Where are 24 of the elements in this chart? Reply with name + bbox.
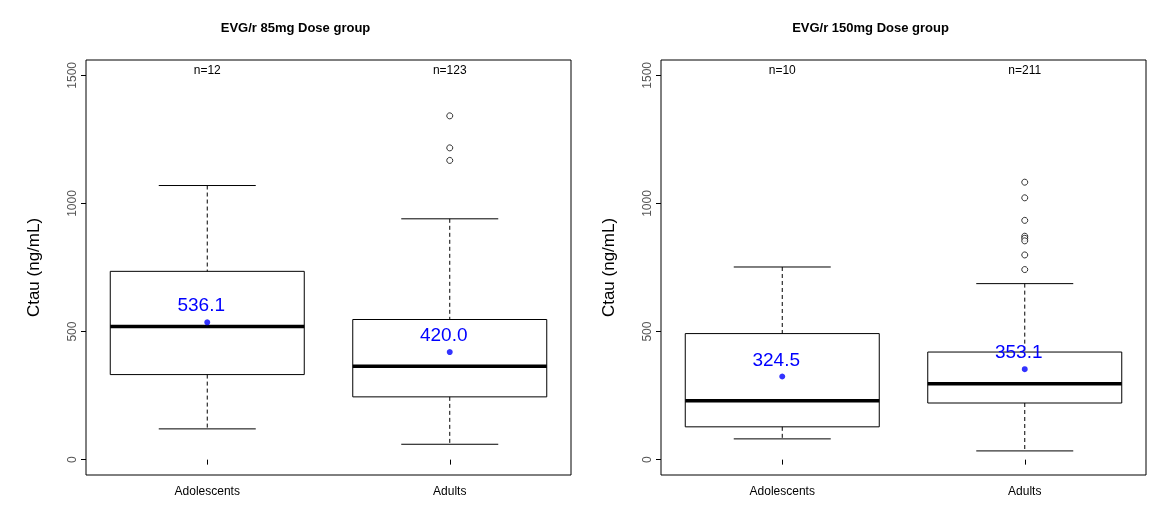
annotation: n=12 [193,63,222,77]
y-tick-label: 500 [640,321,654,342]
y-tick-label: 1500 [65,61,79,89]
y-tick-label: 1500 [640,61,654,89]
chart-title: EVG/r 85mg Dose group [220,20,371,35]
annotation: n=10 [768,63,797,77]
y-axis-title: Ctau (ng/mL) [24,217,43,318]
y-tick-label: 1000 [65,189,79,217]
x-tick-label: Adolescents [174,484,240,498]
annotation: 420.0 [419,324,468,346]
y-tick-label: 500 [65,321,79,342]
y-tick-label: 0 [65,455,79,463]
y-axis-title: Ctau (ng/mL) [599,217,618,318]
annotation: 353.1 [994,341,1043,363]
x-tick-label: Adults [1008,484,1042,498]
y-tick-label: 0 [640,455,654,463]
annotation: 324.5 [752,348,801,370]
y-tick-label: 1000 [640,189,654,217]
annotation: n=123 [432,63,467,77]
chart-title: EVG/r 150mg Dose group [792,20,949,35]
annotation: 536.1 [177,294,226,316]
x-tick-label: Adults [433,484,467,498]
x-tick-label: Adolescents [749,484,815,498]
annotation: n=211 [1008,63,1042,77]
